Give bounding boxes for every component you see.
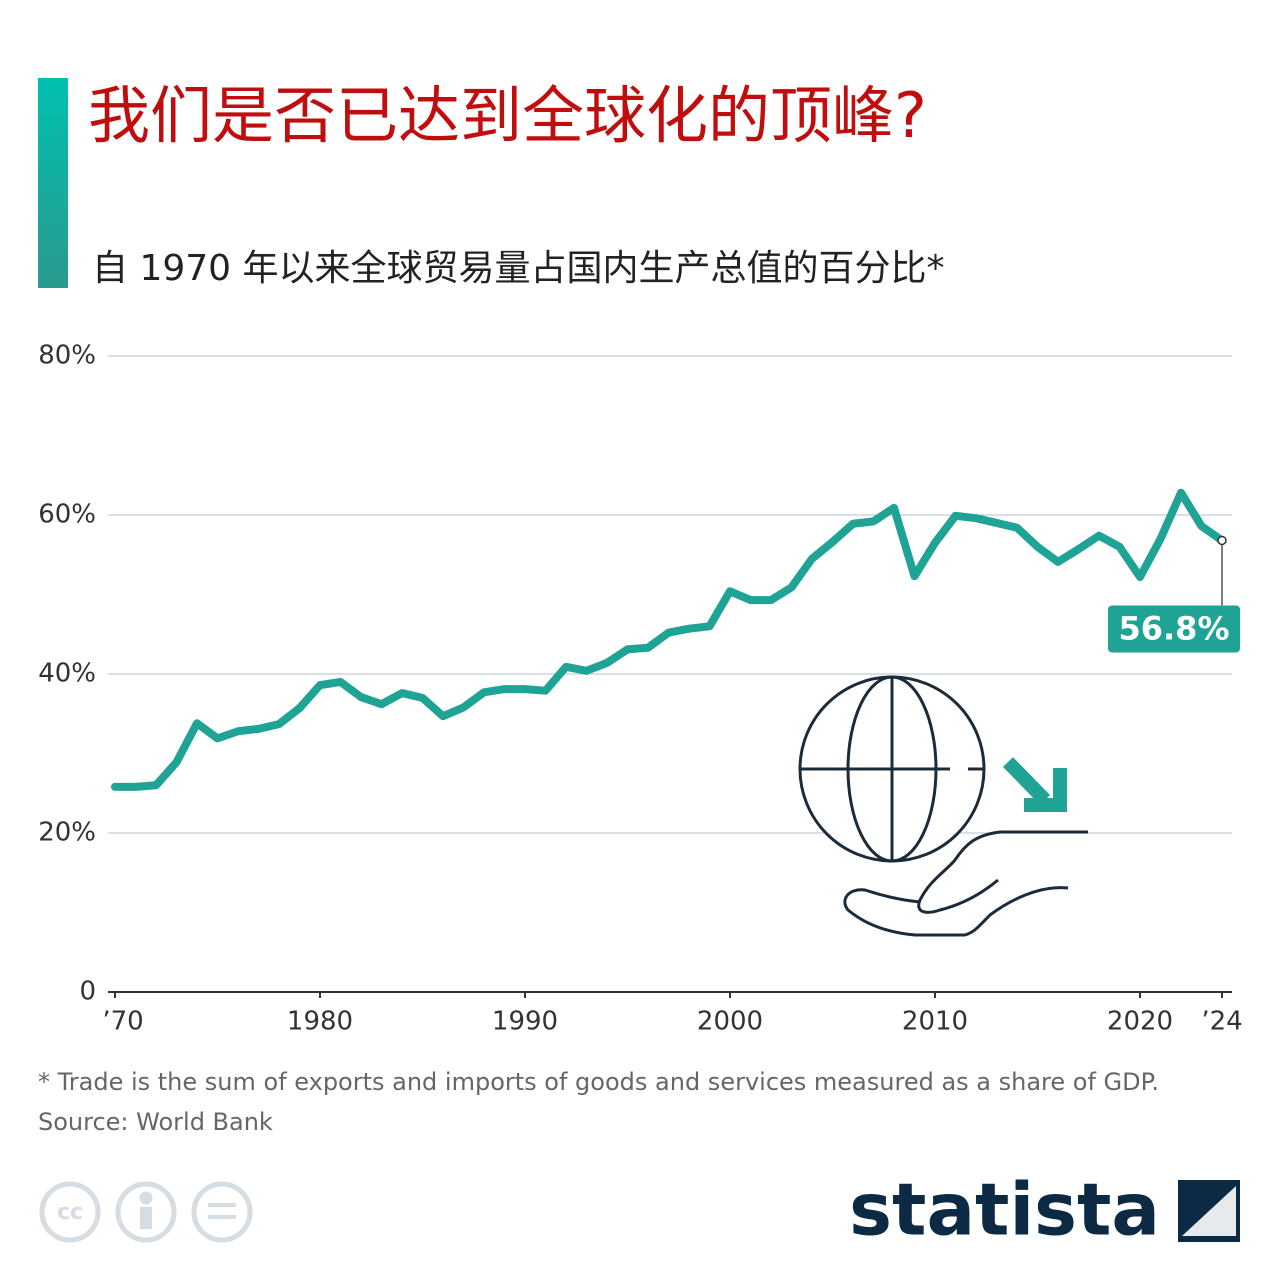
value-label: 56.8% <box>1118 609 1229 647</box>
source: Source: World Bank <box>38 1108 273 1136</box>
brand: statista <box>849 1168 1160 1252</box>
end-point <box>1217 535 1227 546</box>
x-tick-label: 2000 <box>697 1007 763 1037</box>
value-label-box <box>1108 605 1240 653</box>
brand-logo <box>1178 1180 1240 1242</box>
accent-bar <box>38 78 68 288</box>
y-tick-label: 80% <box>38 341 96 371</box>
y-tick-label: 20% <box>38 818 96 848</box>
footnote: * Trade is the sum of exports and import… <box>38 1068 1159 1096</box>
x-tick-label: 2020 <box>1107 1007 1173 1037</box>
x-tick-label: 1980 <box>287 1007 353 1037</box>
y-tick-label: 0 <box>79 977 96 1007</box>
chart-subtitle: 自 1970 年以来全球贸易量占国内生产总值的百分比* <box>92 248 945 289</box>
line <box>111 488 1226 791</box>
x-tick-label: ’24 <box>1201 1007 1242 1037</box>
license-icons <box>39 1181 253 1243</box>
x-tick-label: 2010 <box>902 1007 968 1037</box>
chart-title: 我们是否已达到全球化的顶峰? <box>88 79 927 152</box>
x-tick-label: 1990 <box>492 1007 558 1037</box>
cc-icon: cc <box>57 1200 83 1225</box>
illustration <box>798 675 1088 937</box>
x-tick-label: ’70 <box>102 1007 143 1037</box>
y-tick-label: 60% <box>38 500 96 530</box>
y-tick-label: 40% <box>38 659 96 689</box>
